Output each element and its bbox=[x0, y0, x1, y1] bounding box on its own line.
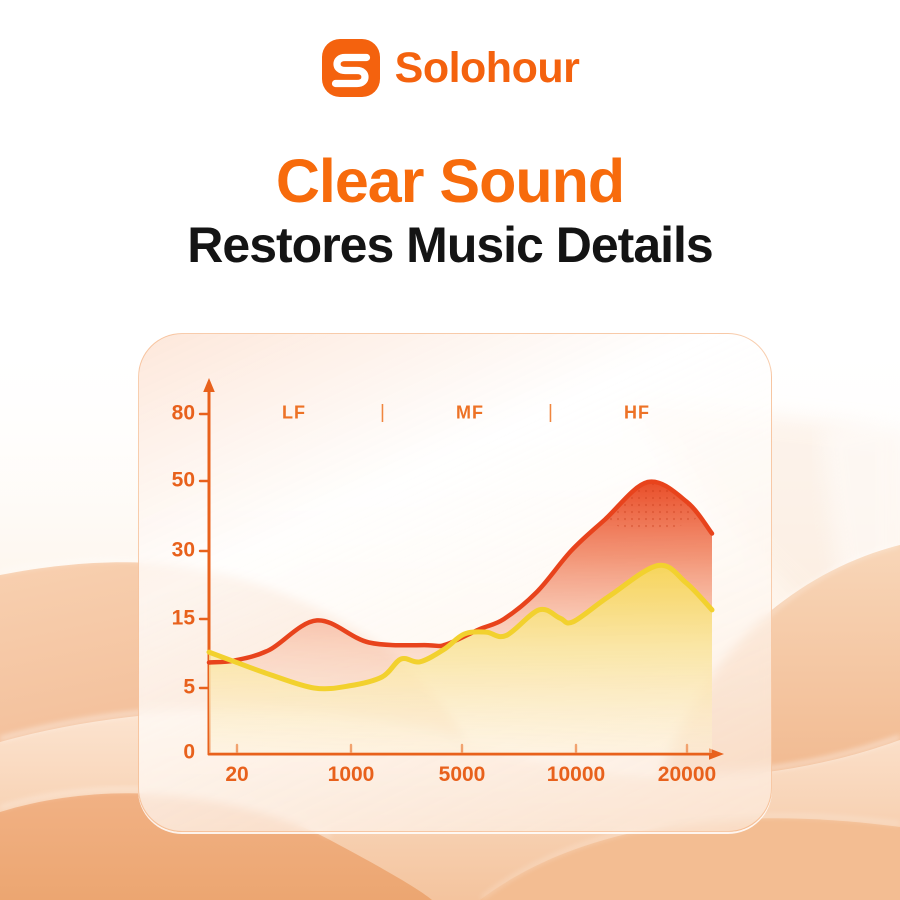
x-tick-label: 10000 bbox=[546, 763, 606, 786]
y-tick-label: 80 bbox=[171, 401, 195, 425]
series-layer bbox=[206, 479, 715, 753]
band-label-mf: MF bbox=[456, 402, 484, 423]
logo: Solohour bbox=[0, 38, 900, 98]
page-title: Clear Sound bbox=[275, 147, 625, 215]
yellow-curve-area bbox=[209, 565, 712, 753]
red-curve bbox=[206, 479, 715, 665]
x-axis-arrow-icon bbox=[709, 748, 724, 760]
y-tick-label: 0 bbox=[183, 740, 195, 764]
page-subtitle: Restores Music Details bbox=[187, 217, 713, 273]
y-tick-label: 15 bbox=[171, 606, 195, 630]
x-tick-label: 1000 bbox=[327, 763, 375, 786]
y-axis-arrow-icon bbox=[203, 378, 215, 392]
yellow-curve bbox=[206, 562, 715, 692]
band-label-hf: HF bbox=[624, 402, 650, 423]
band-label-lf: LF bbox=[282, 402, 306, 423]
chart-card: 80 50 30 15 5 0 20 1000 5000 10000 20000… bbox=[138, 333, 772, 832]
x-tick-label: 20 bbox=[225, 763, 249, 786]
x-tick-label: 5000 bbox=[438, 763, 486, 786]
band-separator: | bbox=[380, 402, 386, 423]
band-separator: | bbox=[548, 402, 554, 423]
y-tick-label: 30 bbox=[171, 538, 195, 562]
solohour-s-icon bbox=[321, 39, 380, 97]
y-tick-label: 5 bbox=[183, 675, 195, 699]
x-tick-label: 20000 bbox=[657, 763, 717, 786]
y-tick-label: 50 bbox=[171, 468, 195, 492]
logo-text: Solohour bbox=[394, 43, 580, 92]
frequency-chart-canvas bbox=[198, 378, 724, 760]
